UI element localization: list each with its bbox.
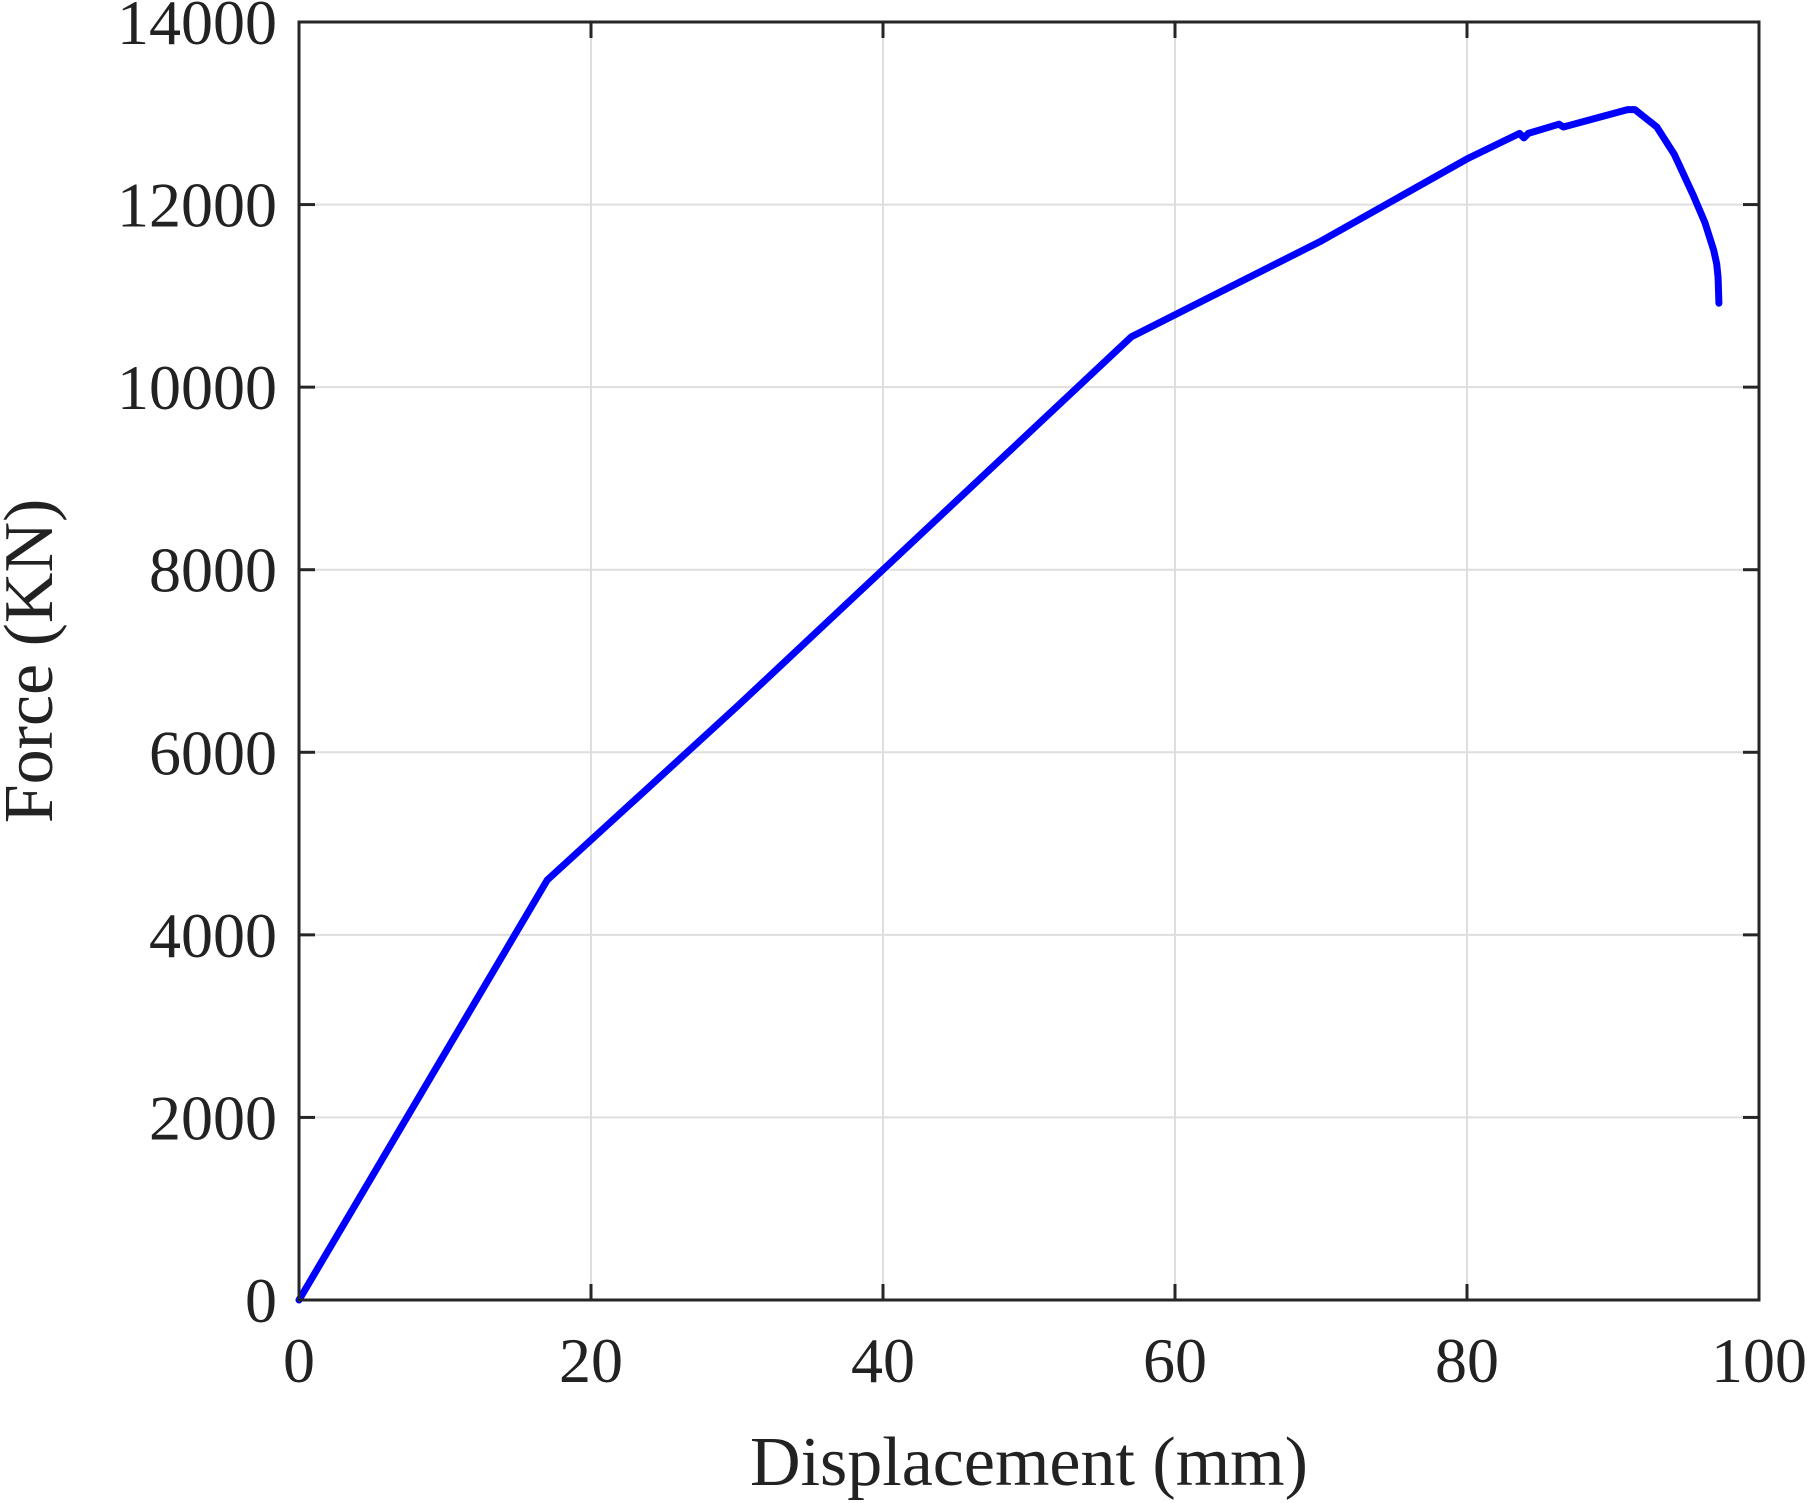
x-tick-label: 80 [1435, 1325, 1499, 1396]
plot-frame [297, 20, 1761, 1302]
x-tick-labels: 0 20 40 60 80 100 [283, 1325, 1807, 1396]
y-tick-label: 6000 [149, 717, 277, 788]
force-displacement-curve [295, 106, 1723, 1304]
x-axis-label: Displacement (mm) [750, 1424, 1308, 1501]
y-tick-label: 8000 [149, 535, 277, 606]
x-tick-label: 100 [1711, 1325, 1807, 1396]
series-layer [295, 106, 1723, 1304]
grid-lines [299, 22, 1759, 1300]
tick-marks [297, 20, 1761, 1302]
x-tick-label: 20 [559, 1325, 623, 1396]
y-axis-label: Force (KN) [0, 499, 68, 824]
y-tick-label: 12000 [117, 170, 277, 241]
x-tick-label: 60 [1143, 1325, 1207, 1396]
y-tick-label: 10000 [117, 352, 277, 423]
y-tick-labels: 0 2000 4000 6000 8000 10000 12000 14000 [117, 0, 277, 1336]
x-tick-label: 0 [283, 1325, 315, 1396]
x-tick-label: 40 [851, 1325, 915, 1396]
y-tick-label: 4000 [149, 900, 277, 971]
y-tick-label: 0 [245, 1265, 277, 1336]
y-tick-label: 14000 [117, 0, 277, 58]
y-tick-label: 2000 [149, 1082, 277, 1153]
